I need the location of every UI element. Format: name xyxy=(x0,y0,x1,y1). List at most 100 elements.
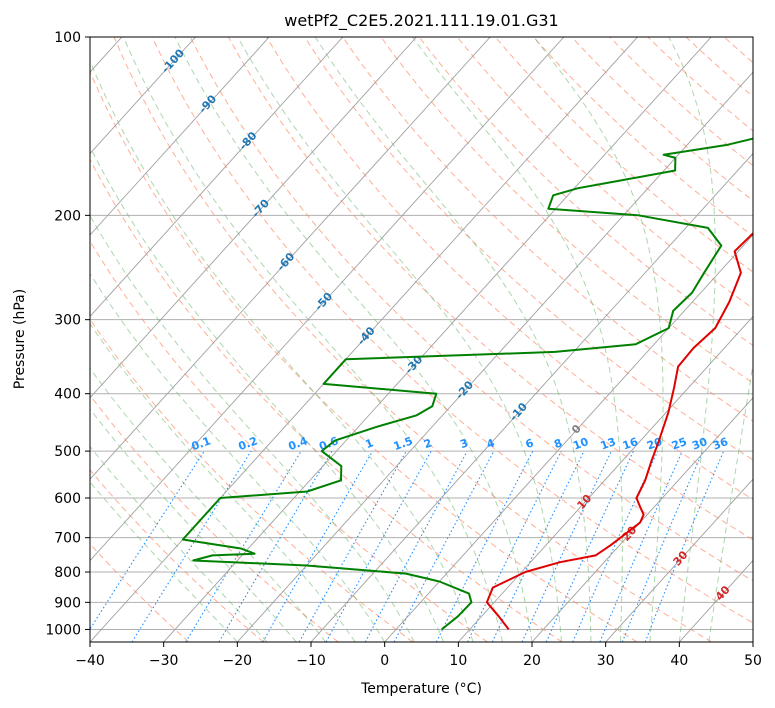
mixing-ratio-label: 36 xyxy=(711,435,730,453)
moist-adiabat-line xyxy=(90,367,327,642)
isotherm-line xyxy=(531,397,753,642)
dry-adiabat-line xyxy=(304,37,753,461)
mixing-ratio-line xyxy=(185,450,302,642)
mixing-ratio-label: 0.2 xyxy=(237,434,260,453)
mixing-ratio-label: 1.5 xyxy=(392,434,415,453)
chart-title: wetPf2_C2E5.2021.111.19.01.G31 xyxy=(284,11,558,31)
isotherm-line xyxy=(236,71,753,642)
dry-adiabat-line xyxy=(227,37,753,541)
x-tick-label: 50 xyxy=(744,653,762,669)
isotherm-line xyxy=(752,641,753,642)
dry-adiabat-line xyxy=(494,37,753,273)
mixing-ratio-line xyxy=(467,450,562,642)
x-tick-label: 30 xyxy=(597,653,615,669)
x-tick-label: −30 xyxy=(149,653,179,669)
mixing-ratio-label: 0.1 xyxy=(190,434,213,453)
dry-adiabat-line xyxy=(90,469,264,642)
dry-adiabat-line xyxy=(380,37,753,384)
mixing-ratio-label: 0.4 xyxy=(287,434,310,453)
moist-adiabat-line xyxy=(90,272,386,642)
dry-adiabat-line xyxy=(113,37,712,642)
dry-adiabat-line xyxy=(90,70,638,642)
mixing-ratio-line xyxy=(435,450,534,642)
mixing-ratio-label: 4 xyxy=(485,436,497,451)
moist-adiabat-line xyxy=(90,481,238,642)
isotherm-line xyxy=(90,37,491,480)
mixing-ratio-label: 8 xyxy=(552,436,564,451)
mixing-ratio-line xyxy=(364,450,468,642)
moist-adiabats xyxy=(90,37,753,642)
mixing-ratio-label: 10 xyxy=(571,435,590,453)
y-tick-label: 500 xyxy=(54,444,81,460)
moist-adiabat-line xyxy=(90,59,474,642)
isotherm-line xyxy=(90,37,565,562)
y-axis-label: Pressure (hPa) xyxy=(12,289,28,389)
moist-adiabat-line xyxy=(708,361,753,642)
x-tick-label: 40 xyxy=(670,653,688,669)
plot-frame xyxy=(89,36,754,643)
isotherm-line xyxy=(310,152,753,642)
isotherm-line xyxy=(605,478,753,642)
dry-adiabat-line xyxy=(266,37,753,500)
mixing-ratio-line xyxy=(491,450,585,642)
dry-adiabats xyxy=(90,37,775,642)
moist-adiabat-line xyxy=(122,37,503,642)
dry-adiabat-line xyxy=(533,37,753,237)
x-tick-label: 10 xyxy=(449,653,467,669)
y-tick-label: 700 xyxy=(54,531,81,547)
y-tick-label: 100 xyxy=(54,30,81,46)
mixing-ratio-line xyxy=(621,450,704,642)
y-tick-label: 1000 xyxy=(45,622,81,638)
isotherm-line xyxy=(163,37,712,642)
moist-adiabat-line xyxy=(90,145,445,642)
moist-adiabat-line xyxy=(411,37,623,642)
y-tick-label: 900 xyxy=(54,595,81,611)
dry-adiabat-line xyxy=(456,37,753,310)
dry-adiabat-line xyxy=(418,37,753,347)
mixing-ratio-line xyxy=(599,450,683,642)
dewpoint-profile-line xyxy=(181,137,753,631)
mixing-ratio-line xyxy=(298,450,407,642)
y-tick-label: 200 xyxy=(54,208,81,224)
temperature-profile-line xyxy=(485,231,753,631)
x-tick-label: −40 xyxy=(75,653,105,669)
dry-adiabat-line xyxy=(90,394,339,642)
moist-adiabat-line xyxy=(90,408,297,642)
dry-adiabat-line xyxy=(571,37,753,202)
plot-area: 0.1 0.2 0.4 0.6 1 1.5 2 3 4 6 8 10 13 16 20 25 30 36-100-… xyxy=(90,37,775,642)
profile-series xyxy=(181,137,753,631)
moist-adiabat-line xyxy=(668,37,716,642)
y-tick-label: 800 xyxy=(54,565,81,581)
mixing-ratio-line xyxy=(90,450,205,631)
isotherm-line xyxy=(678,559,753,642)
isotherm-line xyxy=(384,234,753,642)
moist-adiabat-line xyxy=(90,322,356,642)
mixing-ratio-line xyxy=(325,450,432,642)
mixing-ratio-label: 25 xyxy=(670,435,689,452)
dry-adiabat-line xyxy=(151,37,753,624)
x-axis-label: Temperature (°C) xyxy=(360,681,482,697)
x-tick-label: −10 xyxy=(296,653,326,669)
mixing-ratio-label: 13 xyxy=(599,435,618,452)
x-tick-label: 0 xyxy=(380,653,389,669)
isotherms xyxy=(90,37,753,642)
mixing-ratio-label: 3 xyxy=(458,436,470,451)
y-tick-label: 600 xyxy=(54,491,81,507)
isotherm-line xyxy=(90,37,417,399)
y-axis-ticks: 100 200 300 400 500 600 700 800 900 1000 xyxy=(45,30,90,638)
x-tick-label: −20 xyxy=(223,653,253,669)
mixing-ratio-label: 16 xyxy=(621,435,640,453)
moist-adiabat-line xyxy=(174,37,533,642)
y-tick-label: 400 xyxy=(54,387,81,403)
dry-adiabat-line xyxy=(90,158,563,642)
reference-line-labels: 0.1 0.2 0.4 0.6 1 1.5 2 3 4 6 8 10 13 16 20 25 30 36-100-… xyxy=(159,46,733,603)
mixing-ratio-line xyxy=(521,450,612,642)
dry-adiabat-line xyxy=(762,37,775,642)
mixing-ratio-label: 0.6 xyxy=(317,434,340,453)
mixing-ratio-line xyxy=(545,450,634,642)
isotherm-line xyxy=(90,37,196,155)
dry-adiabat-line xyxy=(189,37,753,582)
dry-adiabat-line xyxy=(90,318,414,642)
y-tick-label: 300 xyxy=(54,313,81,329)
